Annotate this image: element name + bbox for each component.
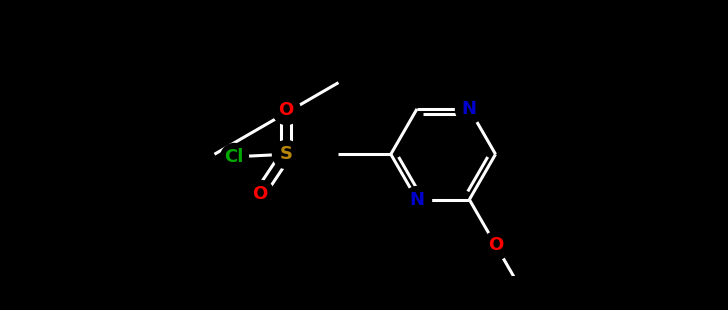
Text: O: O [488, 236, 503, 254]
Text: O: O [279, 101, 293, 119]
Text: N: N [462, 100, 477, 118]
Text: S: S [280, 145, 293, 163]
Text: N: N [409, 191, 424, 209]
Text: Cl: Cl [224, 148, 243, 166]
Text: O: O [253, 184, 267, 202]
